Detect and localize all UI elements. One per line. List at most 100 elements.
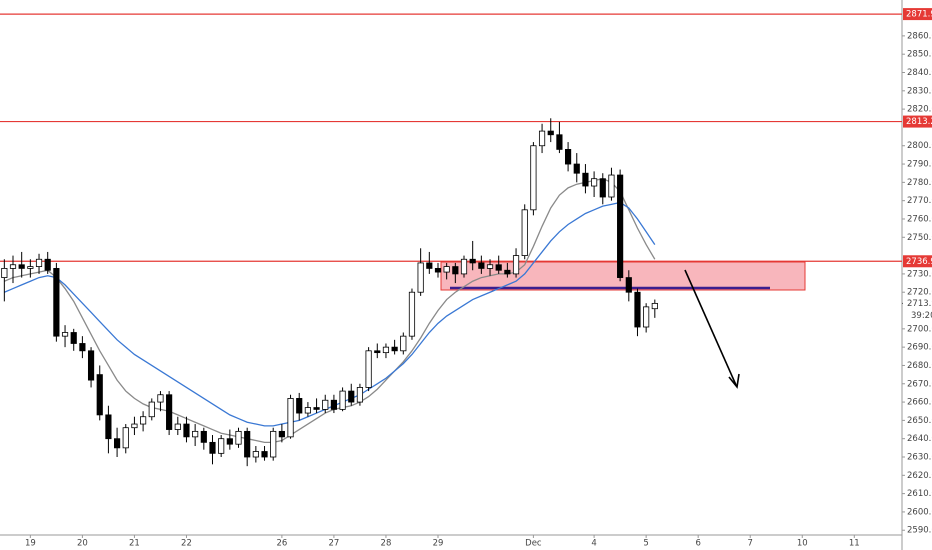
candle-body	[304, 407, 311, 414]
last-price-box	[903, 297, 932, 322]
candle-body	[270, 430, 277, 458]
candle-body	[252, 451, 259, 458]
y-tick-label: 2680.0	[907, 361, 932, 371]
candle-body	[434, 268, 442, 273]
candle-body	[226, 438, 233, 445]
y-tick-label: 2780.0	[907, 178, 932, 188]
candle-body	[374, 350, 381, 354]
candle-body	[339, 390, 346, 410]
candle-body	[617, 174, 624, 278]
x-tick-label: Dec	[525, 539, 542, 549]
candle-body	[651, 302, 658, 310]
y-tick-label: 2660.0	[907, 398, 932, 408]
candle-body	[287, 398, 294, 438]
candle-body	[608, 174, 615, 198]
last-price-label: 2713.9	[907, 299, 932, 309]
x-tick-label: 28	[381, 539, 392, 549]
x-tick-label: 20	[77, 539, 88, 549]
moving-average	[4, 178, 656, 444]
candle-body	[278, 430, 285, 438]
x-tick-label: 11	[849, 539, 860, 549]
marks	[0, 13, 902, 467]
candle-body	[538, 130, 546, 147]
candle-body	[486, 264, 494, 269]
x-tick-label: 26	[276, 539, 287, 549]
level-label-box	[903, 8, 932, 21]
x-tick-label: 10	[797, 539, 808, 549]
level-label: 2871.9	[906, 10, 932, 20]
candle-body	[556, 134, 563, 150]
arrow-shaft	[684, 269, 737, 386]
y-tick-label: 2690.0	[907, 343, 932, 353]
candle-body	[296, 398, 303, 414]
candle-body	[417, 262, 424, 293]
candle-body	[61, 332, 69, 337]
candle-body	[157, 394, 164, 403]
candle-body	[356, 387, 364, 403]
candle-body	[148, 401, 155, 418]
x-tick-label: 21	[129, 539, 140, 549]
x-tick-label: 22	[181, 539, 192, 549]
candle-body	[122, 427, 129, 449]
candle-body	[200, 430, 207, 443]
candle-body	[521, 209, 528, 256]
candle-body	[591, 178, 598, 187]
candle-body	[70, 332, 77, 344]
y-tick-label: 2650.0	[907, 416, 932, 426]
candle-body	[174, 423, 181, 430]
candle-body	[35, 258, 43, 267]
x-tick-label: 6	[695, 539, 700, 549]
candle-body	[140, 416, 147, 425]
candle-body	[573, 163, 580, 174]
candle-body	[452, 266, 459, 275]
candle-body	[382, 346, 390, 354]
candle-body	[261, 451, 268, 458]
y-tick-label: 2830.0	[907, 86, 932, 96]
candle-body	[530, 145, 537, 211]
candle-body	[443, 266, 450, 273]
x-tick-label: 5	[643, 539, 648, 549]
candle-body	[495, 264, 502, 271]
candle-body	[105, 414, 112, 440]
y-tick-label: 2840.0	[907, 68, 932, 78]
candle-body	[391, 346, 398, 352]
candle-body	[634, 291, 641, 328]
y-tick-label: 2720.0	[907, 288, 932, 298]
y-tick-label: 2760.0	[907, 214, 932, 224]
candle-body	[87, 350, 95, 381]
candle-body	[235, 430, 242, 445]
candle-body	[44, 258, 51, 271]
candle-body	[365, 350, 372, 388]
y-tick-label: 2750.0	[907, 233, 932, 243]
y-tick-label: 2610.0	[907, 489, 932, 499]
candle-body	[625, 277, 632, 293]
candle-body	[27, 266, 34, 269]
candle-body	[348, 390, 355, 403]
candle-body	[183, 423, 190, 438]
candle-body	[313, 407, 320, 410]
candle-body	[408, 291, 416, 337]
candle-body	[469, 258, 476, 264]
candle-body	[96, 374, 103, 416]
x-tick-label: 7	[748, 539, 753, 549]
candle-body	[209, 441, 216, 454]
candle-body	[113, 438, 121, 449]
candle-body	[18, 264, 25, 269]
candle-body	[478, 262, 485, 269]
countdown-label: 39:20	[911, 311, 932, 321]
y-tick-label: 2600.0	[907, 507, 932, 517]
y-tick-label: 2700.0	[907, 324, 932, 334]
candle-body	[1, 268, 8, 278]
candle-body	[79, 343, 86, 352]
x-tick-label: 19	[25, 539, 36, 549]
y-tick-label: 2670.0	[907, 379, 932, 389]
candle-body	[400, 335, 407, 352]
y-tick-label: 2730.0	[907, 269, 932, 279]
candle-body	[599, 178, 606, 198]
x-tick-label: 29	[433, 539, 444, 549]
x-tick-label: 27	[328, 539, 339, 549]
level-label-box	[903, 115, 932, 128]
candle-body	[218, 438, 225, 454]
candle-body	[166, 394, 173, 430]
